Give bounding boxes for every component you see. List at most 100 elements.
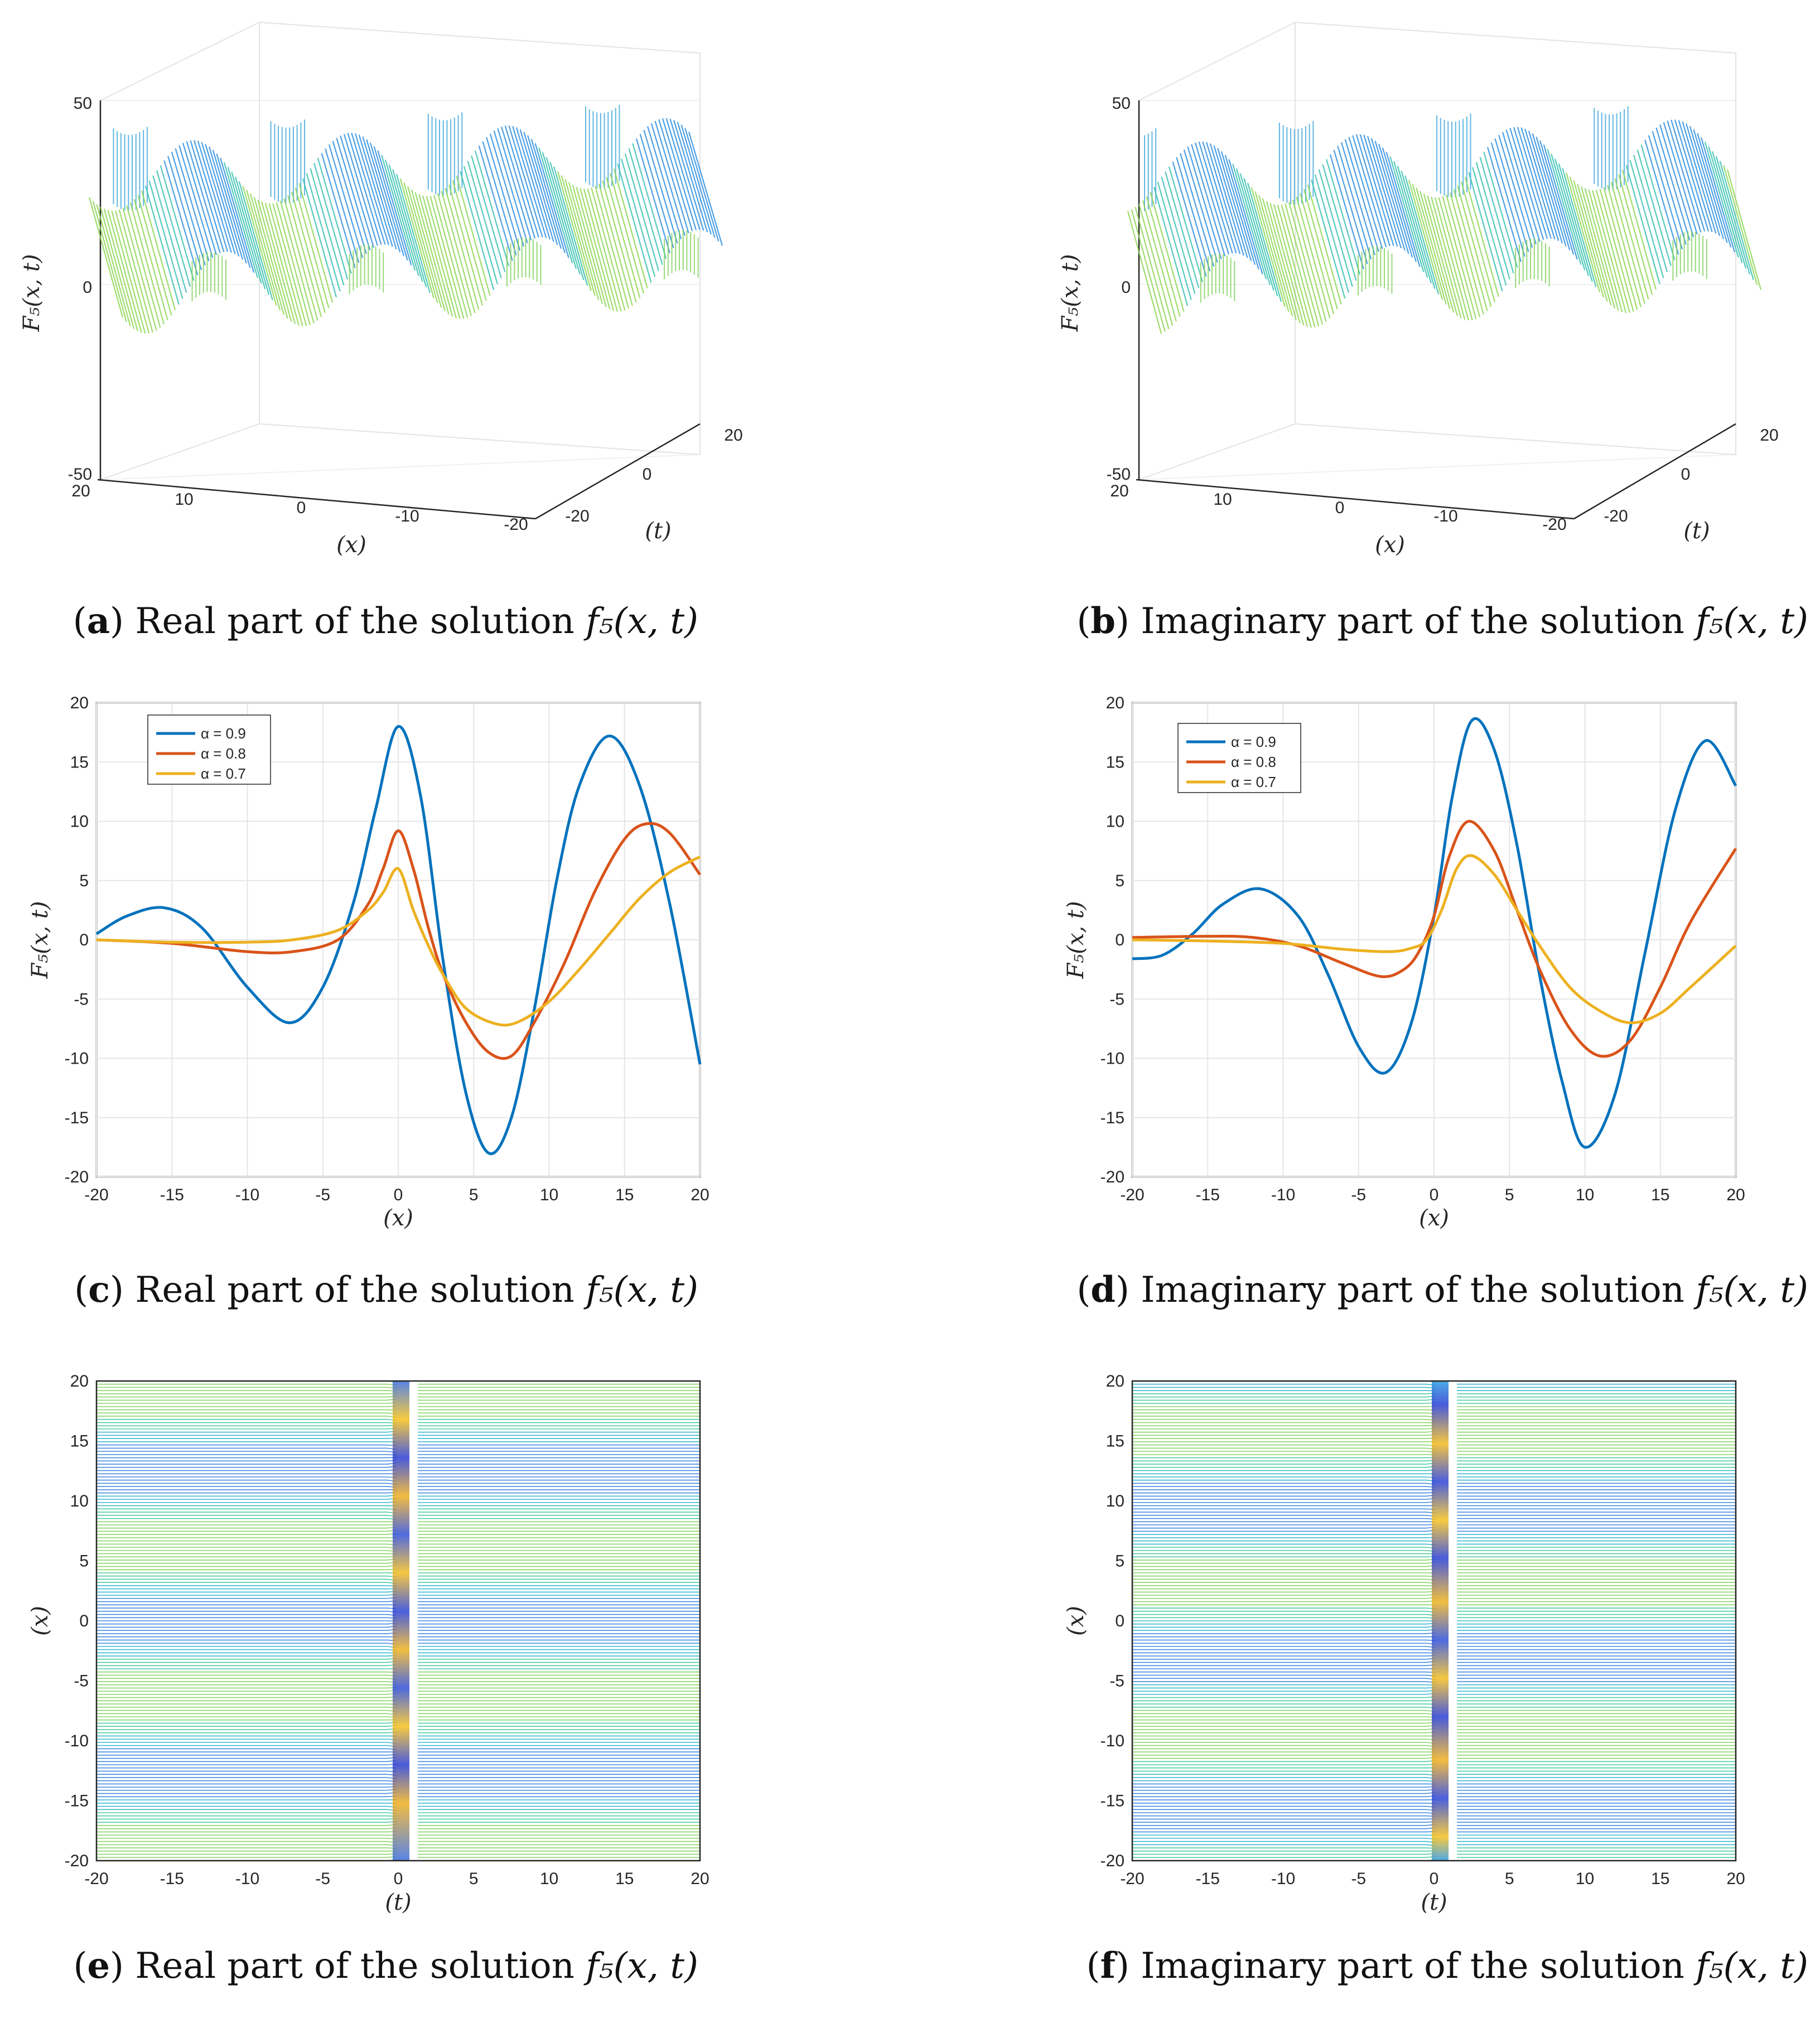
mesh-line-b-84: [1442, 196, 1477, 320]
mesh-line-a-41: [242, 185, 277, 306]
mesh-line-a-2: [96, 204, 131, 326]
mesh-line-a-31: [205, 144, 240, 257]
xtick-c-8: 20: [691, 1186, 709, 1204]
xtick-f-7: 15: [1651, 1870, 1669, 1888]
ytick-f-5: -5: [1109, 1672, 1124, 1691]
mesh-line-b-137: [1640, 144, 1676, 260]
mesh-line-a-134: [591, 187, 626, 311]
mesh-line-a-150: [650, 123, 685, 236]
mesh-line-a-85: [407, 186, 442, 308]
mesh-line-a-73: [362, 136, 397, 249]
ytick-d-0: 20: [1106, 694, 1124, 712]
mesh-line-a-27: [190, 140, 225, 253]
legend-label-d-0: α = 0.9: [1231, 733, 1276, 750]
xlabel-c: (x): [383, 1205, 413, 1231]
mesh-line-b-72: [1397, 166, 1432, 284]
x-tick-a-4: -20: [504, 515, 528, 534]
ytick-c-1: 15: [70, 753, 89, 771]
mesh-line-a-106: [486, 137, 521, 251]
mesh-line-a-34: [216, 153, 251, 268]
mesh-line-a-35: [220, 157, 255, 273]
mesh-line-a-52: [283, 198, 318, 321]
mesh-line-b-8: [1157, 181, 1192, 301]
ytick-c-0: 20: [70, 694, 89, 712]
mesh-line-a-120: [538, 147, 573, 264]
xticks-e: -20 -15 -10 -5 0 5 10 15 20: [84, 1870, 709, 1888]
mesh-line-b-64: [1367, 136, 1402, 249]
mesh-line-b-58: [1344, 139, 1379, 252]
panel-f: 20 15 10 5 0 -5 -10 -15 -20 -20 -15 -10 -5 0 5 10 15 20 …: [910, 1352, 1820, 2028]
mesh-line-b-88: [1457, 185, 1492, 307]
mesh-line-b-135: [1633, 154, 1668, 272]
mesh-line-a-128: [568, 182, 604, 305]
t-label-b: (t): [1683, 518, 1710, 544]
ylabel-f: (x): [1063, 1606, 1089, 1636]
mesh-line-a-141: [617, 163, 652, 283]
mesh-line-a-53: [287, 195, 322, 317]
mesh-line-a-91: [429, 196, 465, 319]
mesh-line-a-69: [347, 133, 382, 245]
mesh-line-a-47: [264, 202, 300, 326]
mesh-line-a-70: [351, 132, 386, 245]
mesh-line-a-136: [598, 184, 633, 306]
mesh-line-b-93: [1475, 162, 1510, 280]
mesh-line-a-29: [197, 141, 232, 253]
yticks-c: 20 15 10 5 0 -5 -10 -15 -20: [65, 694, 89, 1186]
mesh-line-a-93: [437, 193, 472, 316]
xtick-e-7: 15: [615, 1870, 634, 1888]
mesh-line-b-30: [1239, 173, 1275, 291]
mesh-line-a-140: [613, 168, 648, 288]
caption-b: (b) Imaginary part of the solution f₅(x,…: [1076, 600, 1808, 642]
mesh-line-a-58: [306, 173, 341, 292]
mesh-line-b-78: [1420, 191, 1455, 313]
mesh-line-b-96: [1486, 147, 1522, 262]
mesh-line-a-24: [178, 145, 214, 258]
mesh-line-a-145: [632, 143, 667, 259]
mesh-line-a-124: [553, 166, 588, 286]
mesh-line-a-99: [460, 171, 495, 290]
mesh-line-b-56: [1337, 146, 1372, 260]
mesh-line-a-125: [557, 171, 592, 291]
mesh-line-a-56: [298, 183, 334, 303]
mesh-line-b-94: [1479, 157, 1514, 274]
mesh-line-b-110: [1539, 140, 1575, 255]
series-line-c-2: [96, 856, 701, 1027]
mesh-line-a-98: [456, 176, 491, 296]
mesh-line-a-55: [295, 187, 330, 308]
mesh-line-b-13: [1176, 157, 1211, 272]
mesh-line-b-113: [1551, 153, 1586, 271]
mesh-line-b-26: [1224, 154, 1259, 269]
caption-f: (f) Imaginary part of the solution f₅(x,…: [1087, 1945, 1808, 1987]
mesh-line-b-143: [1663, 122, 1698, 235]
mesh-line-b-2: [1135, 206, 1170, 330]
mesh-line-b-51: [1318, 169, 1353, 287]
caption-e: (e) Real part of the solution f₅(x, t): [73, 1945, 698, 1987]
series-line-c-1: [96, 822, 702, 1060]
ytick-d-4: 0: [1115, 931, 1124, 949]
mesh-line-b-90: [1464, 177, 1499, 297]
mesh-line-b-18: [1194, 142, 1229, 255]
surface-plot-b: 50 0 -50 20 10 0 -10 -20 -20 0 20 F₅(x, …: [1058, 21, 1808, 642]
mesh-line-a-103: [474, 150, 510, 267]
mesh-line-b-128: [1606, 185, 1642, 307]
mesh-line-a-8: [118, 209, 153, 333]
mesh-line-b-99: [1498, 134, 1533, 248]
mesh-line-a-111: [504, 125, 539, 238]
mesh-line-a-101: [467, 161, 502, 278]
mesh-line-b-157: [1715, 156, 1750, 274]
ytick-d-6: -10: [1100, 1050, 1124, 1068]
mesh-line-a-126: [561, 175, 596, 296]
mesh-line-b-117: [1566, 172, 1601, 293]
mesh-line-b-48: [1307, 184, 1342, 305]
z-label-a: F₅(x, t): [19, 254, 45, 332]
mesh-line-b-127: [1603, 187, 1638, 310]
mesh-line-b-85: [1446, 194, 1481, 317]
mesh-line-b-101: [1505, 129, 1541, 242]
mesh-line-a-116: [523, 132, 558, 245]
mesh-line-b-148: [1682, 121, 1717, 234]
yticks-d: 20 15 10 5 0 -5 -10 -15 -20: [1100, 694, 1124, 1186]
mesh-line-b-61: [1355, 134, 1391, 247]
caption-d: (d) Imaginary part of the solution f₅(x,…: [1076, 1269, 1808, 1311]
ytick-f-7: -15: [1100, 1792, 1124, 1810]
